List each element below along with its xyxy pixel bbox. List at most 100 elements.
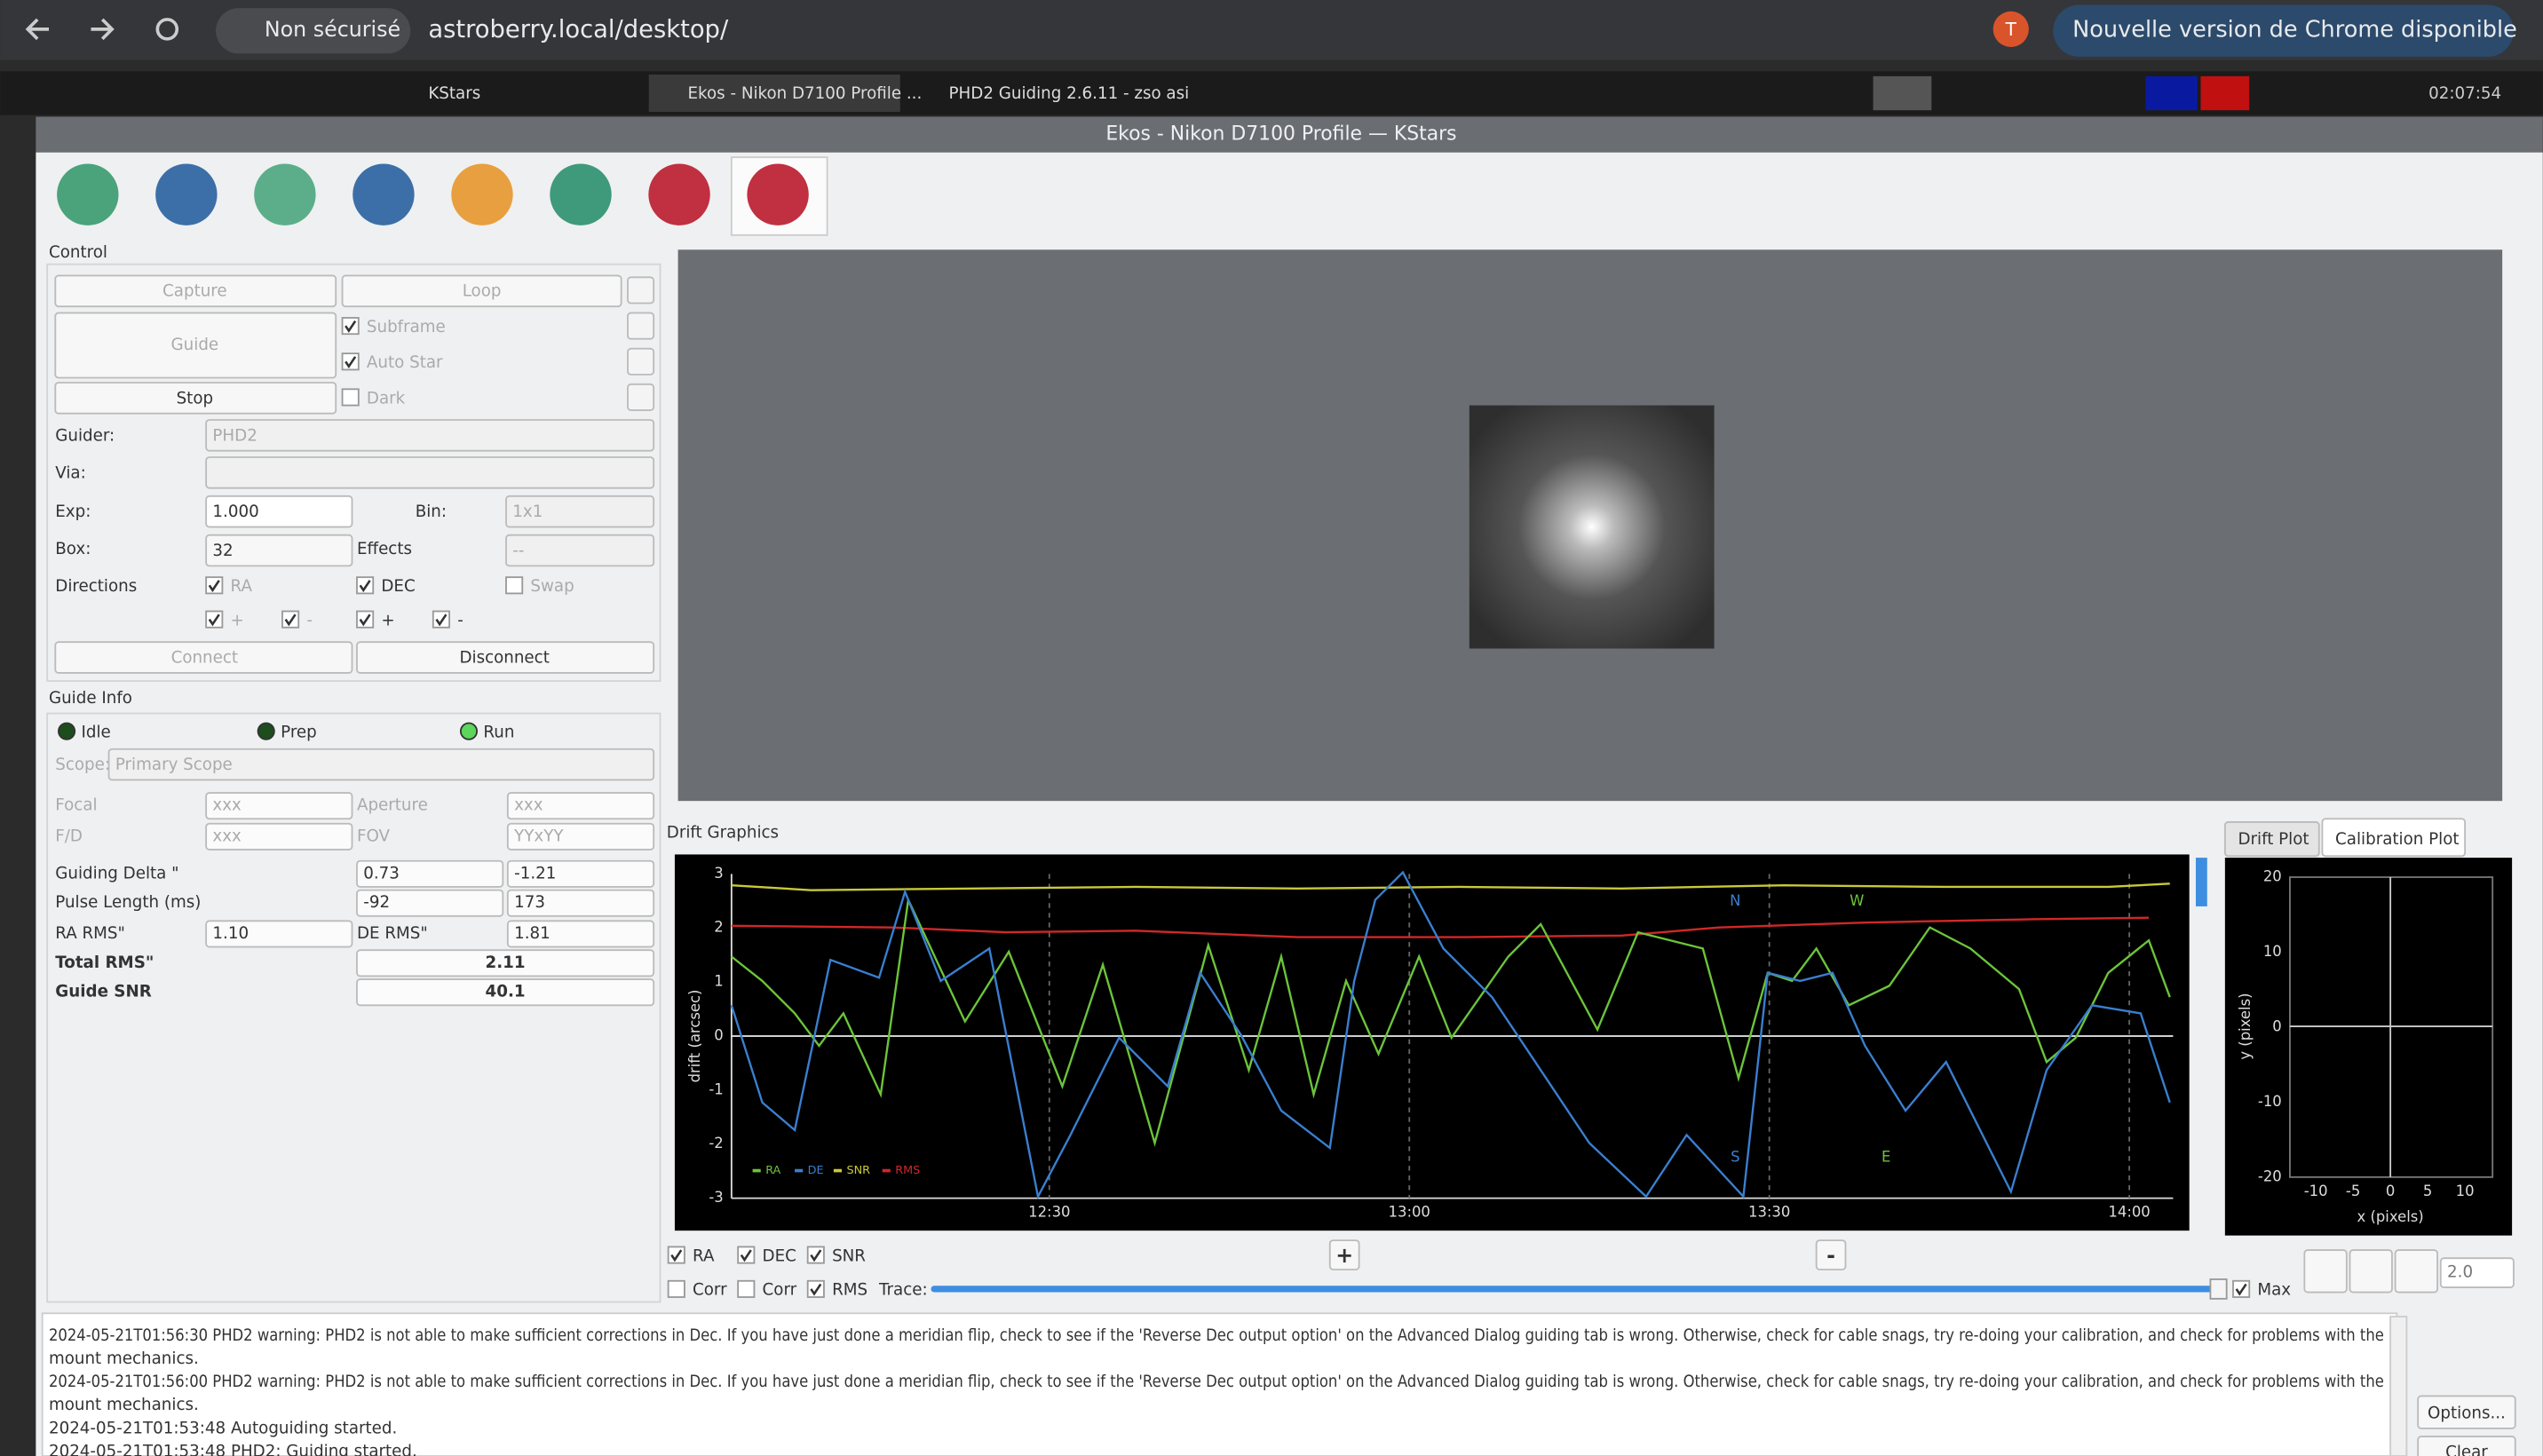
task-label[interactable]: PHD2 Guiding 2.6.11 - zso asi bbox=[949, 84, 1190, 103]
button[interactable] bbox=[1328, 1239, 1360, 1270]
tab-label[interactable]: Calibration Plot bbox=[2335, 830, 2460, 849]
checkbox[interactable] bbox=[505, 576, 524, 595]
compass-label: N bbox=[1730, 892, 1740, 909]
x-tick-label: 12:30 bbox=[1028, 1204, 1070, 1221]
tool-button[interactable] bbox=[627, 383, 655, 411]
security-pill[interactable] bbox=[216, 8, 411, 54]
tool-button[interactable] bbox=[627, 276, 655, 305]
module-tab-icon[interactable] bbox=[648, 163, 710, 226]
combo[interactable] bbox=[205, 456, 655, 489]
label: Idle bbox=[82, 723, 111, 741]
button[interactable] bbox=[356, 641, 655, 674]
module-tab-icon[interactable] bbox=[57, 163, 119, 226]
slider-handle[interactable] bbox=[2209, 1278, 2228, 1300]
update-pill[interactable] bbox=[2053, 4, 2514, 57]
y-tick-label: 0 bbox=[714, 1026, 723, 1043]
label: FOV bbox=[357, 827, 391, 845]
checkbox[interactable] bbox=[341, 388, 360, 407]
window-titlebar bbox=[36, 116, 2543, 153]
checkbox[interactable] bbox=[737, 1279, 756, 1298]
checkbox[interactable] bbox=[205, 576, 224, 595]
label: xxx bbox=[212, 827, 242, 845]
log-area bbox=[41, 1312, 2398, 1456]
button[interactable] bbox=[54, 382, 337, 415]
label: Max bbox=[2257, 1281, 2291, 1300]
task-label[interactable]: Ekos - Nikon D7100 Profile ... bbox=[688, 84, 923, 103]
module-tab-icon[interactable] bbox=[155, 163, 218, 226]
label: Guider: bbox=[55, 426, 115, 445]
checkbox[interactable] bbox=[356, 576, 375, 595]
combo[interactable] bbox=[505, 495, 655, 528]
update-text[interactable]: Nouvelle version de Chrome disponible bbox=[2072, 17, 2517, 44]
x-tick-label: -5 bbox=[2346, 1183, 2360, 1199]
checkbox[interactable] bbox=[806, 1279, 825, 1298]
module-tab-icon[interactable] bbox=[747, 163, 809, 226]
state-led bbox=[257, 722, 275, 740]
button[interactable] bbox=[2417, 1395, 2516, 1429]
label: Aperture bbox=[357, 796, 428, 815]
label: Swap bbox=[530, 577, 574, 596]
log-line: 2024-05-21T01:56:30 PHD2 warning: PHD2 i… bbox=[49, 1326, 2384, 1345]
checkbox[interactable] bbox=[432, 610, 450, 629]
task-active[interactable] bbox=[648, 75, 900, 113]
tool-button[interactable] bbox=[2394, 1249, 2439, 1294]
combo[interactable] bbox=[205, 534, 353, 567]
module-tab-icon[interactable] bbox=[550, 163, 612, 226]
button[interactable] bbox=[341, 274, 622, 308]
checkbox[interactable] bbox=[341, 352, 360, 371]
checkbox[interactable] bbox=[205, 610, 224, 629]
combo[interactable] bbox=[205, 419, 655, 452]
profile[interactable] bbox=[1992, 11, 2029, 47]
button[interactable] bbox=[54, 274, 337, 308]
label: RA bbox=[231, 577, 253, 596]
module-tab-icon[interactable] bbox=[353, 163, 415, 226]
combo[interactable] bbox=[505, 534, 655, 567]
nav-arrows[interactable] bbox=[25, 18, 115, 41]
checkbox[interactable] bbox=[667, 1246, 685, 1264]
x-tick-label: 13:00 bbox=[1389, 1204, 1430, 1221]
window-title: Ekos - Nikon D7100 Profile — KStars bbox=[1105, 123, 1456, 146]
label: Primary Scope bbox=[115, 756, 233, 774]
checkbox[interactable] bbox=[667, 1279, 685, 1298]
button[interactable] bbox=[1815, 1239, 1847, 1270]
log-scrollbar[interactable] bbox=[2389, 1316, 2408, 1456]
y-tick-label: 3 bbox=[714, 865, 723, 882]
label: + bbox=[381, 611, 394, 629]
tab-label[interactable]: Drift Plot bbox=[2238, 830, 2309, 849]
tool-button[interactable] bbox=[2303, 1249, 2348, 1294]
checkbox[interactable] bbox=[341, 317, 360, 336]
checkbox[interactable] bbox=[2232, 1279, 2251, 1298]
y-tick-label: 1 bbox=[714, 973, 723, 990]
label: YYxYY bbox=[513, 827, 564, 845]
trace-slider[interactable] bbox=[931, 1286, 2219, 1293]
spinbox[interactable] bbox=[205, 495, 353, 528]
button-label: Stop bbox=[177, 389, 214, 408]
checkbox[interactable] bbox=[281, 610, 300, 629]
tool-button[interactable] bbox=[627, 312, 655, 340]
button[interactable] bbox=[54, 312, 337, 379]
checkbox[interactable] bbox=[356, 610, 375, 629]
label: Directions bbox=[55, 577, 137, 596]
tab[interactable] bbox=[2223, 821, 2320, 858]
module-tab-icon[interactable] bbox=[451, 163, 513, 226]
button[interactable] bbox=[54, 641, 353, 674]
label: Corr bbox=[763, 1281, 797, 1300]
x-tick-label: 13:30 bbox=[1748, 1204, 1790, 1221]
label: -92 bbox=[363, 893, 390, 912]
state-led bbox=[459, 722, 479, 740]
checkbox[interactable] bbox=[806, 1246, 825, 1264]
spinbox[interactable] bbox=[2439, 1257, 2515, 1288]
reload[interactable] bbox=[155, 18, 179, 41]
axis-label: x (pixels) bbox=[2357, 1208, 2424, 1225]
tab[interactable] bbox=[2321, 818, 2467, 858]
button[interactable] bbox=[2417, 1436, 2516, 1456]
module-tab-icon[interactable] bbox=[254, 163, 316, 226]
combo[interactable] bbox=[107, 748, 655, 781]
task-label[interactable]: KStars bbox=[428, 84, 480, 103]
calibration-axes bbox=[2288, 876, 2494, 1178]
tray-button[interactable] bbox=[1873, 75, 1932, 111]
tool-button[interactable] bbox=[2349, 1249, 2393, 1294]
scrollbar[interactable] bbox=[2195, 858, 2207, 906]
tool-button[interactable] bbox=[627, 347, 655, 376]
checkbox[interactable] bbox=[737, 1246, 756, 1264]
